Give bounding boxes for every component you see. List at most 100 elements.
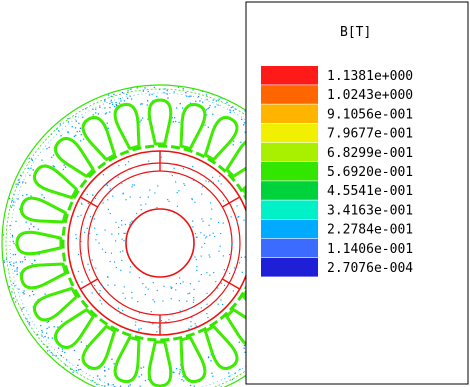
field-dot — [65, 364, 67, 366]
slot-interior — [56, 139, 93, 176]
field-dot — [97, 375, 99, 377]
field-dot — [200, 274, 202, 276]
field-dot — [102, 202, 104, 204]
field-dot — [182, 88, 184, 90]
field-dot — [175, 181, 177, 183]
field-dot — [86, 227, 88, 229]
field-dot — [44, 293, 46, 295]
field-dot — [102, 174, 104, 176]
field-dot — [43, 197, 45, 199]
field-dot — [213, 272, 215, 274]
field-dot — [80, 214, 82, 216]
field-dot — [92, 194, 94, 196]
field-dot — [12, 254, 14, 256]
field-dot — [71, 368, 73, 371]
field-dot — [80, 134, 82, 136]
field-dot — [156, 331, 158, 333]
slot-interior — [34, 288, 77, 320]
field-dot — [142, 117, 144, 119]
field-dot — [206, 114, 208, 116]
stator-slot — [113, 336, 141, 384]
slot-interior — [21, 264, 66, 288]
field-dot — [123, 286, 125, 288]
rotor-field-dots — [75, 156, 246, 333]
field-dot — [46, 148, 48, 150]
field-dot — [104, 375, 106, 377]
field-dot — [85, 345, 88, 347]
field-dot — [192, 89, 194, 91]
field-dot — [75, 120, 77, 122]
field-dot — [67, 131, 69, 133]
field-dot — [206, 98, 208, 101]
legend-swatch — [261, 104, 318, 123]
field-dot — [194, 256, 196, 258]
field-dot — [118, 226, 120, 228]
field-dot — [178, 300, 180, 302]
field-dot — [78, 369, 80, 371]
field-dot — [86, 193, 88, 195]
field-dot — [212, 113, 214, 115]
field-dot — [191, 317, 193, 319]
field-dot — [62, 168, 65, 171]
field-dot — [192, 166, 194, 168]
field-dot — [16, 273, 18, 275]
field-dot — [124, 164, 127, 166]
field-dot — [95, 267, 97, 269]
field-dot — [156, 207, 158, 209]
field-dot — [229, 109, 231, 111]
field-dot — [222, 255, 224, 257]
field-dot — [118, 102, 121, 104]
field-dot — [87, 234, 89, 236]
field-dot — [206, 292, 208, 294]
field-dot — [3, 260, 5, 262]
field-dot — [80, 140, 82, 142]
field-dot — [198, 280, 200, 282]
field-dot — [15, 183, 17, 185]
field-dot — [185, 92, 187, 94]
field-dot — [217, 104, 219, 106]
field-dot — [75, 369, 78, 372]
field-dot — [231, 243, 233, 246]
field-dot — [113, 261, 116, 263]
field-dot — [14, 253, 17, 256]
field-dot — [152, 299, 154, 301]
field-dot — [208, 254, 210, 256]
legend-swatch — [261, 238, 318, 258]
slot-interior — [149, 100, 171, 144]
field-dot — [51, 156, 53, 158]
field-dot — [228, 372, 230, 374]
field-dot — [140, 209, 142, 211]
field-dot — [17, 179, 19, 181]
field-dot — [232, 290, 234, 292]
field-dot — [29, 295, 31, 297]
field-dot — [113, 93, 115, 96]
field-dot — [182, 281, 184, 283]
field-dot — [61, 320, 63, 323]
field-dot — [99, 299, 101, 301]
field-dot — [177, 86, 180, 88]
field-dot — [104, 107, 106, 109]
field-dot — [134, 324, 137, 326]
field-dot — [120, 269, 122, 271]
field-dot — [175, 289, 177, 291]
field-dot — [53, 326, 55, 328]
field-dot — [80, 202, 83, 204]
field-dot — [106, 184, 108, 186]
field-dot — [211, 372, 213, 374]
field-dot — [47, 346, 49, 348]
field-dot — [166, 93, 168, 95]
field-dot — [96, 383, 98, 385]
field-dot — [119, 312, 121, 314]
field-dot — [75, 237, 77, 239]
field-dot — [243, 219, 245, 221]
field-dot — [101, 248, 104, 250]
stator-slot — [204, 115, 239, 161]
field-dot — [122, 193, 124, 195]
field-dot — [220, 299, 222, 301]
field-dot — [112, 103, 114, 105]
field-dot — [138, 376, 140, 378]
field-dot — [119, 251, 121, 253]
legend-label: 2.7076e-004 — [327, 261, 413, 276]
field-dot — [110, 252, 112, 254]
field-dot — [244, 110, 246, 112]
